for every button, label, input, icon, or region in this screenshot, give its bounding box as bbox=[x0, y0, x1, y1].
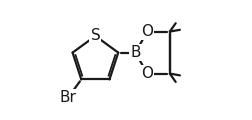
Text: O: O bbox=[141, 24, 153, 39]
Text: B: B bbox=[130, 45, 141, 60]
Text: S: S bbox=[90, 29, 100, 44]
Text: O: O bbox=[141, 66, 153, 81]
Text: Br: Br bbox=[60, 90, 77, 105]
